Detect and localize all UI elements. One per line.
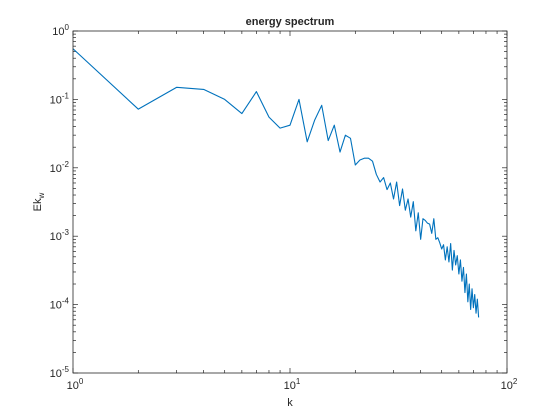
y-tick-label: 100 bbox=[52, 23, 69, 38]
y-tick-labels: 10-5 10-4 10-3 10-2 10-1 100 bbox=[50, 23, 70, 380]
x-tick-label: 102 bbox=[501, 377, 518, 392]
y-axis-label: Ekw bbox=[32, 192, 46, 211]
y-axis-label-main: Ek bbox=[32, 198, 44, 211]
y-tick-label: 10-5 bbox=[50, 365, 70, 380]
x-tick-labels: 100 101 102 bbox=[67, 377, 518, 392]
x-tick-label: 100 bbox=[67, 377, 84, 392]
x-axis-label: k bbox=[287, 397, 293, 409]
chart-title: energy spectrum bbox=[246, 16, 335, 28]
y-axis-label-subscript: w bbox=[37, 192, 46, 199]
x-tick-label: 101 bbox=[284, 377, 301, 392]
plot-area bbox=[73, 31, 507, 373]
y-tick-label: 10-1 bbox=[50, 91, 70, 106]
y-tick-label: 10-2 bbox=[50, 160, 70, 175]
y-tick-label: 10-3 bbox=[50, 228, 70, 243]
y-tick-label: 10-4 bbox=[50, 297, 70, 312]
